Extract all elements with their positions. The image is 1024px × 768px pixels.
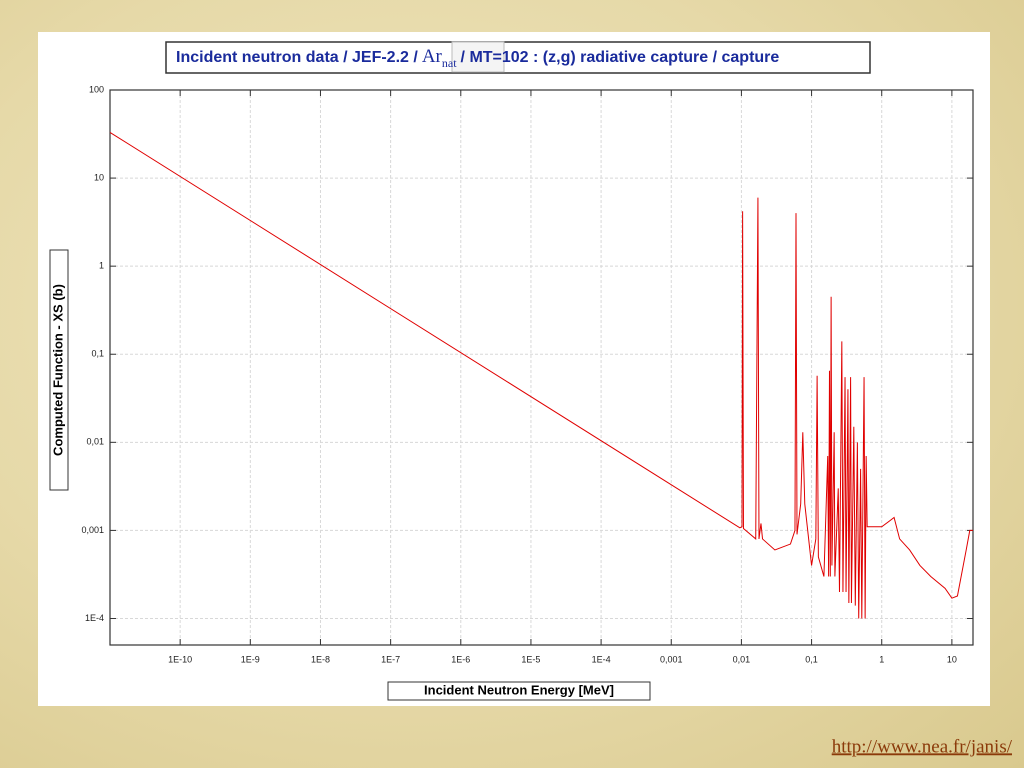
title-after: / MT=102 : (z,g) radiative capture / cap…	[461, 49, 780, 66]
x-tick-label: 1E-8	[311, 654, 330, 664]
y-axis-label: Computed Function - XS (b)	[50, 284, 65, 456]
x-tick-label: 1	[879, 654, 884, 664]
plot-frame	[109, 89, 974, 646]
source-link[interactable]: http://www.nea.fr/janis/	[832, 736, 1013, 757]
x-tick-label: 1E-4	[592, 654, 611, 664]
y-tick-label: 0,001	[81, 525, 104, 535]
chart-title: Incident neutron data / JEF-2.2 /Arnat / …	[176, 46, 779, 69]
x-tick-label: 0,01	[733, 654, 751, 664]
data-line	[109, 131, 973, 619]
x-tick-label: 1E-9	[241, 654, 260, 664]
title-box	[165, 41, 871, 74]
y-tick-label: 0,01	[86, 437, 104, 447]
x-tick-label: 10	[947, 654, 957, 664]
element-box	[451, 41, 505, 73]
x-tick-label: 1E-10	[168, 654, 192, 664]
x-tick-label: 0,1	[805, 654, 818, 664]
y-tick-label: 100	[89, 84, 104, 94]
y-tick-label: 1E-4	[85, 613, 104, 623]
title-before: Incident neutron data / JEF-2.2 /	[176, 49, 418, 66]
x-tick-label: 0,001	[660, 654, 683, 664]
y-tick-label: 1	[99, 261, 104, 271]
x-tick-label: 1E-6	[451, 654, 470, 664]
y-tick-label: 10	[94, 172, 104, 182]
plot: 1E-4 0,001 0,01 0,1 1 10 100 1E-10 1E-9 1E-8 1E-7 1…	[81, 84, 974, 664]
x-tick-label: 1E-5	[521, 654, 540, 664]
title-element: Ar	[422, 46, 443, 67]
y-tick-label: 0,1	[91, 349, 104, 359]
x-axis-label: Incident Neutron Energy [MeV]	[424, 682, 614, 697]
y-label-box	[49, 249, 69, 491]
chart-panel	[38, 32, 990, 706]
title-subscript: nat	[442, 56, 457, 70]
x-tick-label: 1E-7	[381, 654, 400, 664]
x-label-box	[387, 681, 651, 701]
